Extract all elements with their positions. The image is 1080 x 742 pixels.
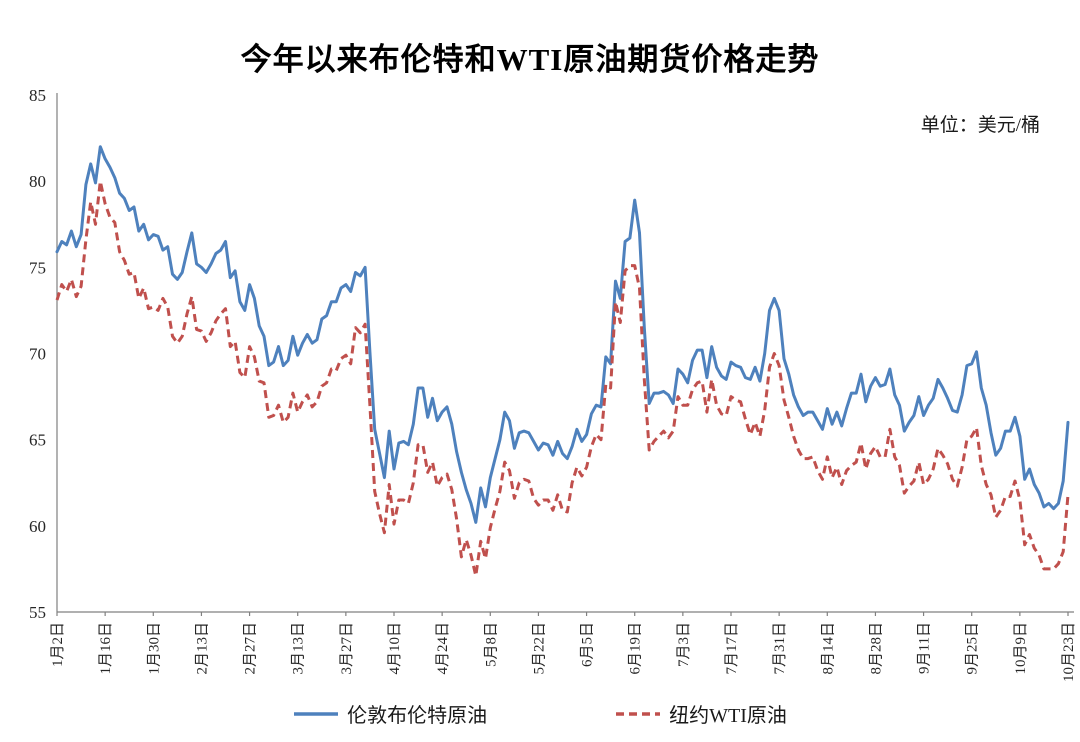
- brent-line-swatch: [294, 711, 339, 716]
- x-tick-label: 8月28日: [868, 622, 884, 675]
- unit-label: 单位：美元/桶: [920, 115, 1040, 136]
- series-line-wti: [55, 179, 1070, 578]
- x-tick-label: 9月11日: [917, 622, 933, 674]
- chart-title: 今年以来布伦特和WTI原油期货价格走势: [240, 42, 820, 77]
- series-line-brent: [55, 145, 1070, 524]
- x-tick-label: 5月8日: [483, 622, 499, 667]
- y-tick-label: 85: [29, 86, 46, 105]
- legend-label-brent: 伦敦布伦特原油: [347, 705, 488, 727]
- x-tick-label: 7月3日: [676, 622, 692, 667]
- x-tick-label: 10月9日: [1013, 622, 1029, 675]
- legend-item-brent: 伦敦布伦特原油: [293, 699, 487, 728]
- y-tick-label: 75: [29, 258, 46, 277]
- x-tick-label: 6月5日: [580, 622, 596, 667]
- legend: 伦敦布伦特原油 纽约WTI原油: [0, 699, 1080, 728]
- x-tick-label: 7月17日: [724, 622, 740, 675]
- x-tick-label: 3月27日: [339, 622, 355, 675]
- y-tick-label: 65: [29, 431, 46, 450]
- x-tick-label: 2月13日: [194, 622, 210, 675]
- x-tick-label: 3月13日: [291, 622, 307, 675]
- x-tick-label: 1月16日: [98, 622, 114, 675]
- x-tick-label: 8月14日: [820, 622, 836, 675]
- x-tick-label: 4月10日: [387, 622, 403, 675]
- legend-label-wti: 纽约WTI原油: [669, 705, 787, 727]
- x-tick-label: 9月25日: [965, 622, 981, 675]
- x-tick-label: 10月23日: [1061, 622, 1077, 682]
- x-tick-label: 1月2日: [50, 622, 66, 667]
- x-tick-label: 5月22日: [531, 622, 547, 675]
- y-tick-label: 55: [29, 603, 46, 622]
- y-tick-label: 60: [29, 517, 46, 536]
- y-tick-label: 80: [29, 172, 46, 191]
- x-tick-label: 1月30日: [146, 622, 162, 675]
- x-tick-label: 2月27日: [243, 622, 259, 675]
- legend-item-wti: 纽约WTI原油: [615, 699, 787, 728]
- x-tick-label: 4月24日: [435, 622, 451, 675]
- x-tick-label: 7月31日: [772, 622, 788, 675]
- y-tick-label: 70: [29, 345, 46, 364]
- x-tick-label: 6月19日: [628, 622, 644, 675]
- wti-line-swatch: [616, 711, 661, 716]
